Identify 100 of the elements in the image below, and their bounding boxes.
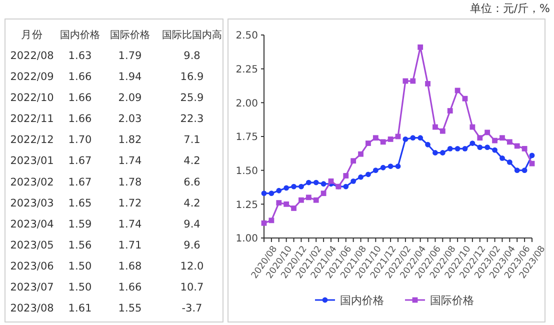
data-label: 1.67	[68, 176, 92, 188]
point	[470, 124, 476, 130]
y-tick-label: 2.00	[236, 98, 258, 110]
data-label: 2.09	[118, 92, 142, 104]
category-label: 2023/05	[10, 239, 54, 252]
data-label: 22.3	[180, 113, 204, 126]
point	[343, 184, 349, 190]
data-label: 9.4	[184, 218, 201, 230]
point	[380, 139, 386, 145]
point	[268, 190, 274, 196]
point	[320, 181, 326, 187]
category-label: 2023/02	[10, 176, 54, 188]
data-label: 1.79	[118, 50, 142, 62]
point	[306, 194, 312, 200]
point	[380, 164, 386, 170]
point	[506, 139, 512, 145]
text: 国际比国内高	[162, 28, 222, 41]
text: 单位：元/斤，%	[470, 2, 550, 15]
point	[372, 168, 378, 174]
data-label: 6.6	[184, 176, 201, 188]
data-label: 1.70	[68, 134, 92, 146]
y-tick-label: 2.50	[236, 30, 258, 42]
data-label: 12.0	[180, 260, 204, 273]
category-label: 2022/11	[10, 113, 54, 126]
y-tick-label: 2.25	[236, 64, 258, 76]
data-label: 1.66	[118, 282, 142, 294]
point	[358, 151, 364, 157]
data-label: 1.78	[118, 176, 142, 188]
data-label: 2.03	[118, 113, 142, 126]
category-label: 2023/07	[10, 282, 54, 294]
category-label: 2023/03	[10, 197, 54, 210]
data-label: 1.55	[118, 302, 142, 315]
point	[492, 147, 498, 153]
point	[432, 124, 438, 130]
data-label: 4.2	[184, 155, 200, 168]
data-label: 1.67	[68, 155, 92, 168]
point	[500, 135, 505, 141]
point	[454, 146, 460, 152]
point	[470, 140, 476, 146]
category-label: 2022/12	[10, 134, 54, 146]
point	[529, 152, 535, 158]
point	[440, 128, 446, 134]
point	[268, 218, 274, 224]
point	[522, 146, 528, 152]
data-label: 1.66	[68, 92, 92, 104]
category-label: 2022/10	[10, 92, 54, 104]
point	[372, 135, 378, 141]
category-label: 2023/01	[10, 155, 54, 168]
point	[358, 174, 364, 180]
point	[432, 150, 438, 156]
point	[440, 150, 446, 156]
point	[514, 168, 520, 174]
point	[261, 190, 267, 196]
data-label: 1.94	[118, 70, 142, 83]
data-label: 1.59	[68, 218, 92, 230]
text: 国内价格	[60, 28, 100, 41]
point	[447, 108, 453, 114]
point	[462, 96, 468, 102]
point	[514, 143, 520, 149]
data-label: 4.2	[184, 197, 200, 210]
text: 国际价格	[110, 28, 150, 41]
point	[410, 135, 416, 141]
point	[500, 155, 505, 161]
point	[313, 180, 319, 186]
data-label: 1.82	[118, 134, 142, 146]
point	[284, 201, 290, 207]
data-label: 1.74	[118, 218, 142, 230]
legend-label: 国内价格	[340, 294, 384, 307]
point	[529, 160, 535, 166]
point	[484, 144, 490, 150]
point	[313, 197, 319, 203]
point	[366, 140, 371, 146]
point	[291, 206, 296, 211]
data-label: 1.50	[68, 282, 92, 294]
legend-label: 国际价格	[430, 294, 474, 307]
point	[306, 180, 312, 186]
point	[261, 220, 267, 226]
y-tick-label: 1.25	[236, 200, 258, 211]
point	[410, 78, 416, 84]
point	[328, 178, 334, 184]
point	[350, 158, 356, 164]
y-tick-label: 1.50	[236, 166, 258, 177]
data-label: 9.8	[184, 50, 200, 62]
point	[298, 184, 304, 190]
point	[492, 138, 498, 144]
point	[402, 136, 408, 142]
data-label: 1.63	[68, 50, 92, 62]
data-label: 1.68	[118, 260, 142, 273]
point	[366, 172, 371, 178]
data-label: 1.72	[118, 197, 142, 210]
data-label: 25.9	[180, 92, 204, 104]
data-label: 1.66	[68, 70, 92, 83]
point	[425, 142, 430, 148]
point	[425, 81, 430, 86]
category-label: 2023/04	[10, 218, 54, 230]
data-label: 1.65	[68, 197, 92, 210]
point	[276, 200, 282, 206]
point	[388, 136, 394, 142]
text: 月份	[21, 28, 43, 41]
data-label: 1.71	[118, 239, 142, 252]
